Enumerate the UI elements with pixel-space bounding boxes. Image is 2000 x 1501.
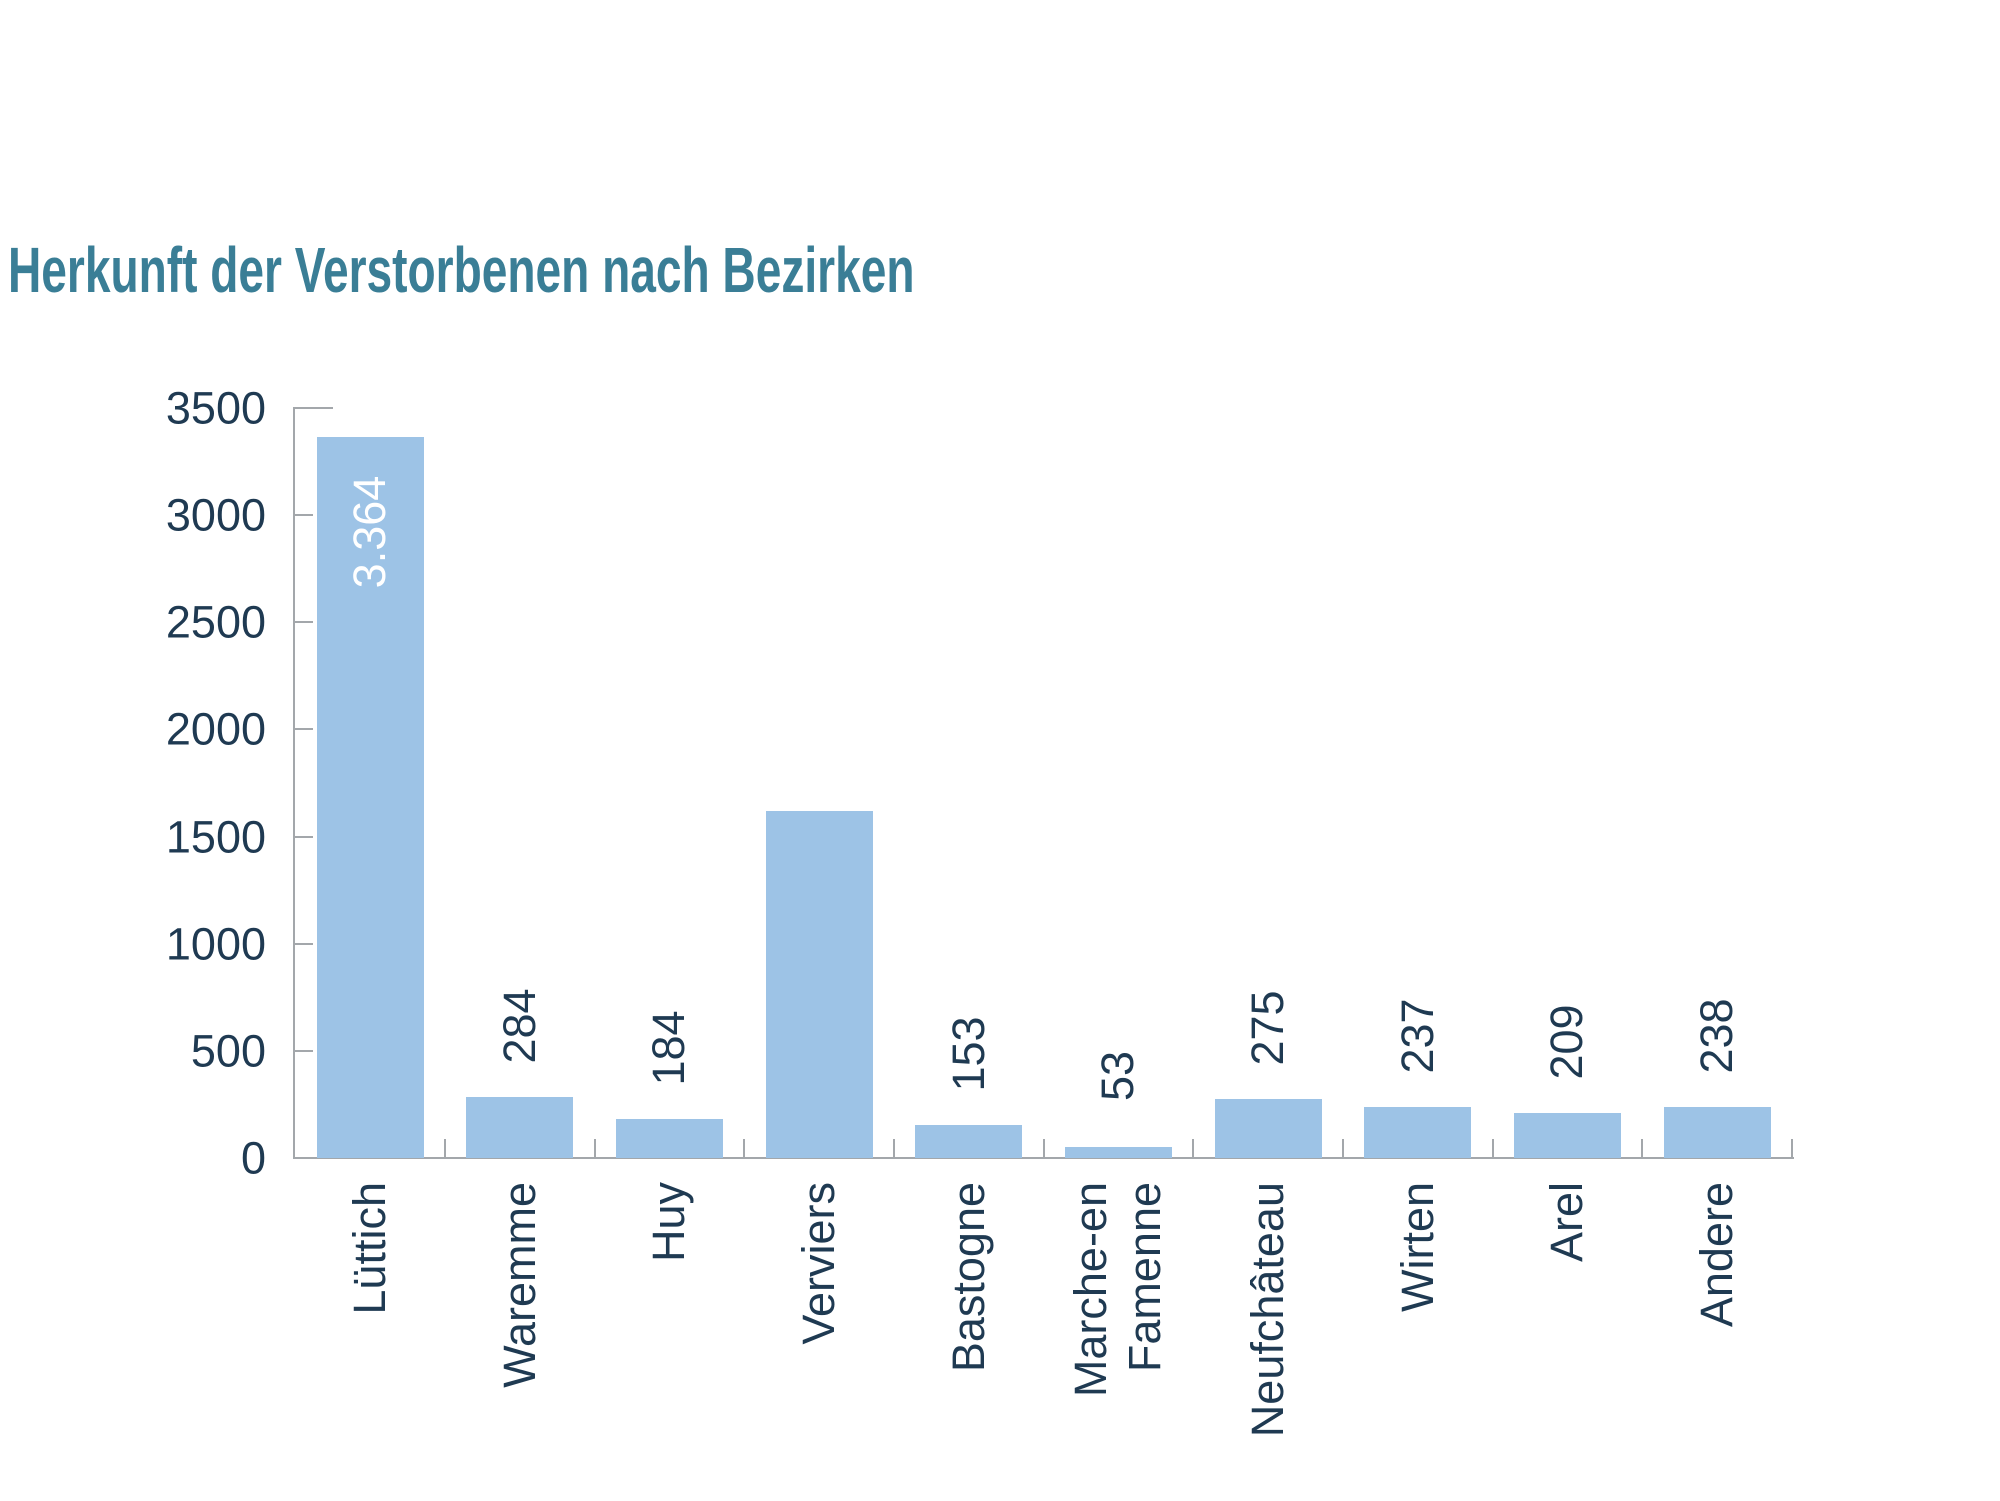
y-axis-label: 3000 [165,489,266,541]
bar-value-label: 237 [1392,998,1443,1074]
bar-value-label: 3.364 [344,475,395,589]
category-label: Marche-en Famenne [1065,1182,1170,1398]
x-axis-tick [1043,1139,1045,1158]
bar [915,1125,1022,1158]
chart-title: Herkunft der Verstorbenen nach Bezirken [8,234,915,306]
category-label: Huy [643,1182,694,1263]
bar-value-label: 275 [1242,990,1293,1066]
x-axis-tick [743,1139,745,1158]
bar-value-label: 153 [943,1016,994,1092]
bar [616,1119,723,1158]
x-axis-tick [594,1139,596,1158]
bar-value-label: 184 [643,1010,694,1086]
bar [1664,1107,1771,1158]
bar-value-label: 238 [1691,998,1742,1074]
y-axis-tick [293,1157,313,1159]
x-axis-tick [1791,1139,1793,1158]
y-axis-label: 1500 [165,811,266,863]
y-axis-label: 3500 [165,382,266,434]
y-axis-tick [293,728,313,730]
y-axis-tick [293,1050,313,1052]
bar [317,437,424,1158]
y-axis-label: 0 [240,1132,266,1184]
y-axis-label: 1000 [165,918,266,970]
y-axis-label: 2000 [165,703,266,755]
category-label: Wirten [1392,1182,1443,1313]
y-axis-label: 500 [190,1025,266,1077]
bar [766,811,873,1158]
bar-value-label: 209 [1541,1004,1592,1080]
x-axis-tick [1492,1139,1494,1158]
category-label: Arel [1541,1182,1592,1263]
bar [1065,1147,1172,1158]
bar [1514,1113,1621,1158]
y-axis-tick [293,514,313,516]
y-axis-line [293,408,295,1158]
category-label: Andere [1691,1182,1742,1328]
bar [466,1097,573,1158]
x-axis-tick [1192,1139,1194,1158]
category-label: Verviers [793,1182,844,1345]
y-axis-tick [293,621,313,623]
y-axis-tick [293,836,313,838]
x-axis-tick [1342,1139,1344,1158]
y-axis-tick [293,943,313,945]
category-label: Lüttich [344,1182,395,1315]
category-label: Bastogne [943,1182,994,1373]
x-axis-tick [1641,1139,1643,1158]
x-axis-line [293,1157,1794,1159]
x-axis-tick [893,1139,895,1158]
y-axis-tick [293,407,333,409]
category-label: Neufchâteau [1242,1182,1293,1438]
bar-value-label: 53 [1092,1050,1143,1102]
bar [1364,1107,1471,1158]
category-label: Waremme [494,1182,545,1388]
bar [1215,1099,1322,1158]
y-axis-label: 2500 [165,596,266,648]
bar-value-label: 284 [494,988,545,1064]
x-axis-tick [444,1139,446,1158]
